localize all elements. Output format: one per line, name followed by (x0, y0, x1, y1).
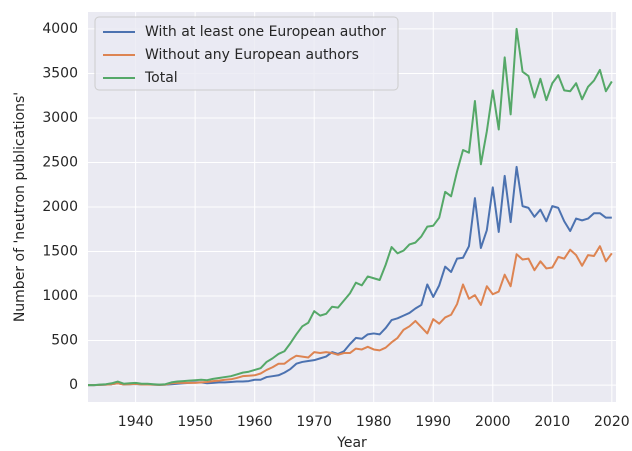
y-tick-label: 3500 (42, 65, 78, 81)
y-tick-label: 4000 (42, 21, 78, 37)
y-tick-label: 2000 (42, 199, 78, 215)
series-line (88, 27, 613, 387)
legend: With at least one European author Without… (94, 16, 399, 91)
legend-box (94, 16, 399, 91)
x-tick-label: 1960 (237, 414, 273, 430)
y-tick-label: 1500 (42, 244, 78, 260)
x-tick-label: 2010 (534, 414, 570, 430)
x-tick-label: 1940 (118, 414, 154, 430)
lines (88, 27, 613, 387)
y-axis-label: Number of 'neutron publications' (12, 92, 28, 322)
y-tick-label: 500 (51, 333, 78, 349)
x-tick-label: 1980 (356, 414, 392, 430)
y-tick-label: 2500 (42, 154, 78, 170)
y-tick-label: 0 (69, 377, 78, 393)
x-tick-label: 2000 (475, 414, 511, 430)
x-tick-label: 1950 (177, 414, 213, 430)
series-line (88, 245, 613, 387)
legend-label: With at least one European author (145, 24, 386, 40)
y-tick-label: 3000 (42, 110, 78, 126)
x-tick-label: 1990 (415, 414, 451, 430)
legend-label: Without any European authors (145, 47, 359, 63)
x-axis-label: Year (336, 435, 367, 451)
y-tick-label: 1000 (42, 288, 78, 304)
x-tick-label: 1970 (296, 414, 332, 430)
x-tick-label: 2020 (594, 414, 630, 430)
legend-label: Total (144, 70, 178, 86)
